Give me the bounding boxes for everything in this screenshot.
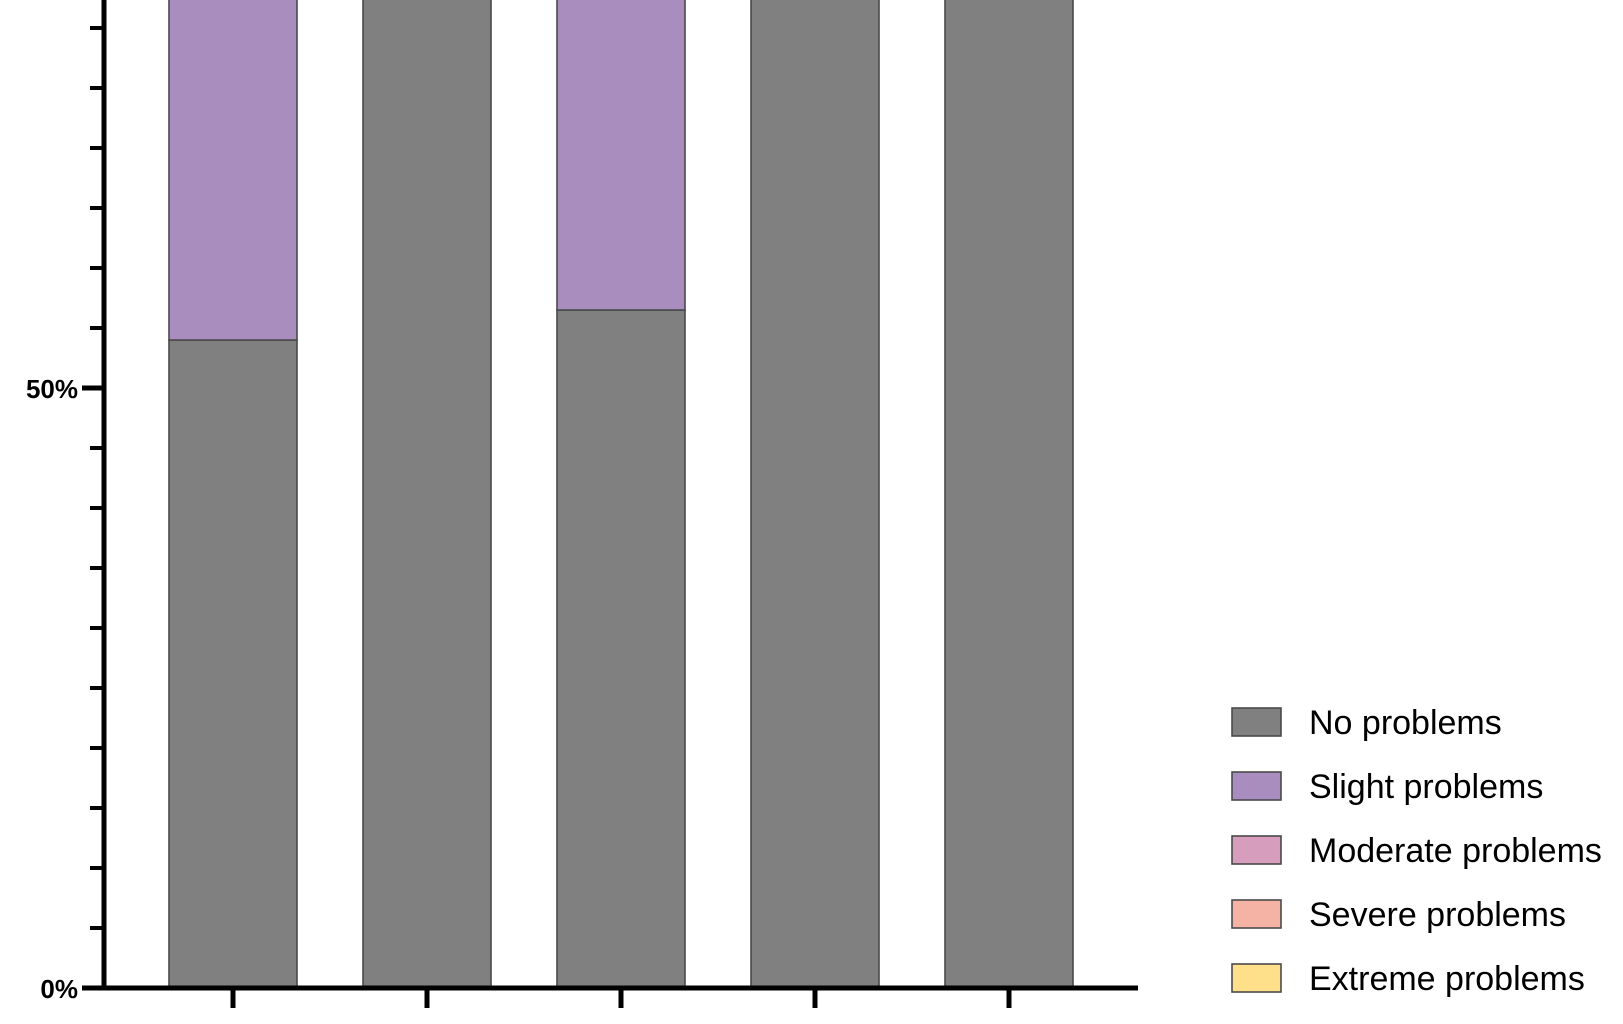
bar-segment <box>168 339 298 989</box>
y-tick-label: 0% <box>40 974 78 1004</box>
legend-label: Slight problems <box>1309 768 1543 806</box>
legend: No problems Slight problems Moderate probl… <box>1231 704 1602 998</box>
bar-segment <box>944 0 1074 989</box>
legend-swatch <box>1231 899 1282 929</box>
bar-segment <box>168 0 298 341</box>
legend-label: Extreme problems <box>1309 960 1585 998</box>
legend-swatch <box>1231 835 1282 865</box>
bar-segment <box>556 0 686 311</box>
bar-segment <box>556 309 686 989</box>
bar-segment <box>750 0 880 989</box>
bar-segment <box>362 0 492 989</box>
legend-swatch <box>1231 707 1282 737</box>
axes-group: 0% 50% <box>26 0 1138 1008</box>
legend-label: Severe problems <box>1309 896 1566 934</box>
legend-swatch <box>1231 771 1282 801</box>
bars-group <box>168 0 1074 989</box>
y-tick-label: 50% <box>26 374 78 404</box>
legend-label: Moderate problems <box>1309 832 1602 870</box>
legend-swatch <box>1231 963 1282 993</box>
legend-label: No problems <box>1309 704 1502 742</box>
